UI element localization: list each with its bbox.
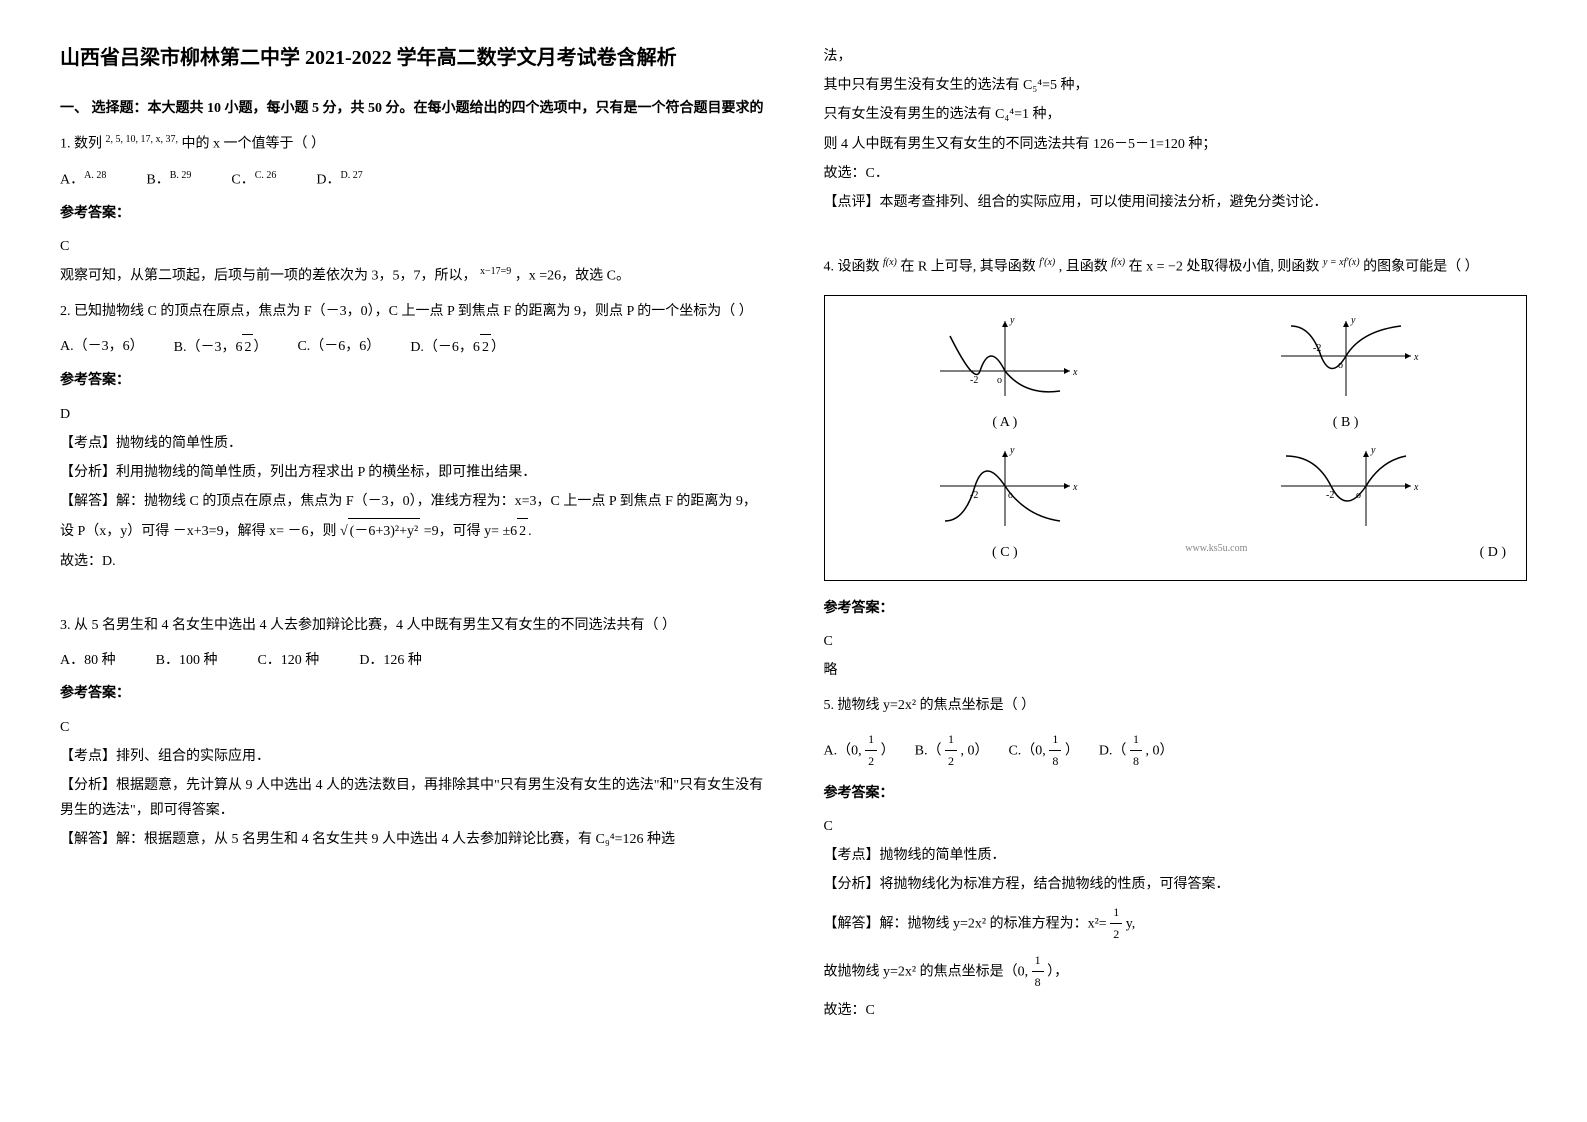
q1-text2: 中的 x 一个值等于（ ）	[182, 137, 326, 152]
svg-text:-2: -2	[970, 375, 978, 386]
question-3: 3. 从 5 名男生和 4 名女生中选出 4 人去参加辩论比赛，4 人中既有男生…	[60, 613, 764, 638]
q3-cont2: 其中只有男生没有女生的选法有 C₅⁴=5 种，	[824, 73, 1528, 98]
svg-text:x: x	[1072, 482, 1078, 493]
q3-cont5: 故选：C．	[824, 161, 1528, 186]
question-4: 4. 设函数 f(x) 在 R 上可导, 其导函数 f'(x) , 且函数 f(…	[824, 254, 1528, 280]
q5-answer: C	[824, 814, 1528, 839]
question-1: 1. 数列 2, 5, 10, 17, x, 37, 中的 x 一个值等于（ ）	[60, 131, 764, 157]
graph-a-label: ( A )	[835, 410, 1176, 435]
q1-text: 1. 数列	[60, 137, 102, 152]
graph-b-svg: x y -2 o	[1271, 311, 1421, 401]
q2-opt-b: B.（－3，62）	[174, 334, 268, 360]
q5-opt-b: B.（ 12 , 0）	[915, 729, 989, 773]
question-2: 2. 已知抛物线 C 的顶点在原点，焦点为 F（－3，0），C 上一点 P 到焦…	[60, 299, 764, 324]
q3-topic: 【考点】排列、组合的实际应用．	[60, 744, 764, 769]
q4-graphs: x y -2 o ( A ) x y	[824, 295, 1528, 581]
q1-options: A．A. 28 B．B. 29 C．C. 26 D．D. 27	[60, 167, 764, 193]
q1-opt-c: C．C. 26	[231, 167, 276, 193]
q2-opt-d: D.（－6，62）	[410, 334, 505, 360]
q4-answer-label: 参考答案：	[824, 596, 1528, 621]
svg-text:x: x	[1072, 367, 1078, 378]
q2-solution3: 故选：D.	[60, 549, 764, 574]
q3-solution: 【解答】解：根据题意，从 5 名男生和 4 名女生共 9 人中选出 4 人去参加…	[60, 827, 764, 852]
q2-opt-c: C.（－6，6）	[297, 334, 380, 360]
q5-opt-c: C.（0, 18 ）	[1008, 729, 1078, 773]
q3-opt-b: B．100 种	[156, 648, 218, 673]
svg-text:o: o	[997, 375, 1002, 386]
graph-c-label: ( C )	[835, 540, 1176, 565]
q5-solution1: 【解答】解：抛物线 y=2x² 的标准方程为：x²= 12 y,	[824, 902, 1528, 946]
svg-text:y: y	[1350, 315, 1356, 326]
graph-c-svg: x y -2 o	[930, 441, 1080, 531]
q1-opt-b: B．B. 29	[146, 167, 191, 193]
q5-solution3: 故选：C	[824, 998, 1528, 1023]
q2-topic: 【考点】抛物线的简单性质．	[60, 431, 764, 456]
graph-d-label: ( D )	[1480, 540, 1506, 565]
q5-options: A.（0, 12 ） B.（ 12 , 0） C.（0, 18 ） D.（ 18…	[824, 729, 1528, 773]
q1-opt-a: A．A. 28	[60, 167, 106, 193]
q3-cont4: 则 4 人中既有男生又有女生的不同选法共有 126－5－1=120 种；	[824, 132, 1528, 157]
q2-solution2: 设 P（x，y）可得 －x+3=9，解得 x= －6，则 √(－6+3)²+y²…	[60, 518, 764, 544]
q1-sequence: 2, 5, 10, 17, x, 37,	[106, 134, 179, 145]
graph-b-label: ( B )	[1175, 410, 1516, 435]
section-1-title: 一、 选择题：本大题共 10 小题，每小题 5 分，共 50 分。在每小题给出的…	[60, 96, 764, 121]
q5-analysis: 【分析】将抛物线化为标准方程，结合抛物线的性质，可得答案．	[824, 872, 1528, 897]
q5-solution2: 故抛物线 y=2x² 的焦点坐标是（0, 18 ），	[824, 950, 1528, 994]
q2-solution1: 【解答】解：抛物线 C 的顶点在原点，焦点为 F（－3，0），准线方程为：x=3…	[60, 489, 764, 514]
q5-opt-d: D.（ 18 , 0）	[1099, 729, 1174, 773]
q3-analysis: 【分析】根据题意，先计算从 9 人中选出 4 人的选法数目，再排除其中"只有男生…	[60, 773, 764, 823]
q1-answer-label: 参考答案：	[60, 201, 764, 226]
q2-answer-label: 参考答案：	[60, 368, 764, 393]
graph-a-svg: x y -2 o	[930, 311, 1080, 401]
q3-opt-c: C．120 种	[257, 648, 319, 673]
q5-answer-label: 参考答案：	[824, 781, 1528, 806]
q2-options: A.（－3，6） B.（－3，62） C.（－6，6） D.（－6，62）	[60, 334, 764, 360]
page-title: 山西省吕梁市柳林第二中学 2021-2022 学年高二数学文月考试卷含解析	[60, 40, 764, 76]
q3-opt-d: D．126 种	[359, 648, 422, 673]
q3-answer-label: 参考答案：	[60, 681, 764, 706]
q1-answer: C	[60, 234, 764, 259]
graph-b: x y -2 o ( B )	[1175, 311, 1516, 435]
svg-text:y: y	[1370, 445, 1376, 456]
q4-answer: C	[824, 629, 1528, 654]
q2-opt-a: A.（－3，6）	[60, 334, 144, 360]
graph-d-svg: x y -2 o	[1271, 441, 1421, 531]
svg-text:-2: -2	[1326, 490, 1334, 501]
svg-text:y: y	[1009, 315, 1015, 326]
graph-a: x y -2 o ( A )	[835, 311, 1176, 435]
q3-review: 【点评】本题考查排列、组合的实际应用，可以使用间接法分析，避免分类讨论．	[824, 190, 1528, 215]
graph-d: x y -2 o www.ks5u.com ( D )	[1175, 441, 1516, 565]
q3-opt-a: A．80 种	[60, 648, 116, 673]
q3-answer: C	[60, 715, 764, 740]
q3-cont1: 法，	[824, 44, 1528, 69]
q5-topic: 【考点】抛物线的简单性质．	[824, 843, 1528, 868]
svg-text:y: y	[1009, 445, 1015, 456]
q1-explanation: 观察可知，从第二项起，后项与前一项的差依次为 3，5，7，所以， x−17=9 …	[60, 263, 764, 289]
question-5: 5. 抛物线 y=2x² 的焦点坐标是（ ）	[824, 693, 1528, 718]
q1-opt-d: D．D. 27	[316, 167, 362, 193]
svg-text:x: x	[1413, 352, 1419, 363]
q2-analysis: 【分析】利用抛物线的简单性质，列出方程求出 P 的横坐标，即可推出结果．	[60, 460, 764, 485]
watermark: www.ks5u.com	[1185, 540, 1247, 565]
svg-text:x: x	[1413, 482, 1419, 493]
q2-answer: D	[60, 402, 764, 427]
graph-c: x y -2 o ( C )	[835, 441, 1176, 565]
q4-brief: 略	[824, 658, 1528, 683]
q3-options: A．80 种 B．100 种 C．120 种 D．126 种	[60, 648, 764, 673]
q3-cont3: 只有女生没有男生的选法有 C₄⁴=1 种，	[824, 102, 1528, 127]
q5-opt-a: A.（0, 12 ）	[824, 729, 895, 773]
